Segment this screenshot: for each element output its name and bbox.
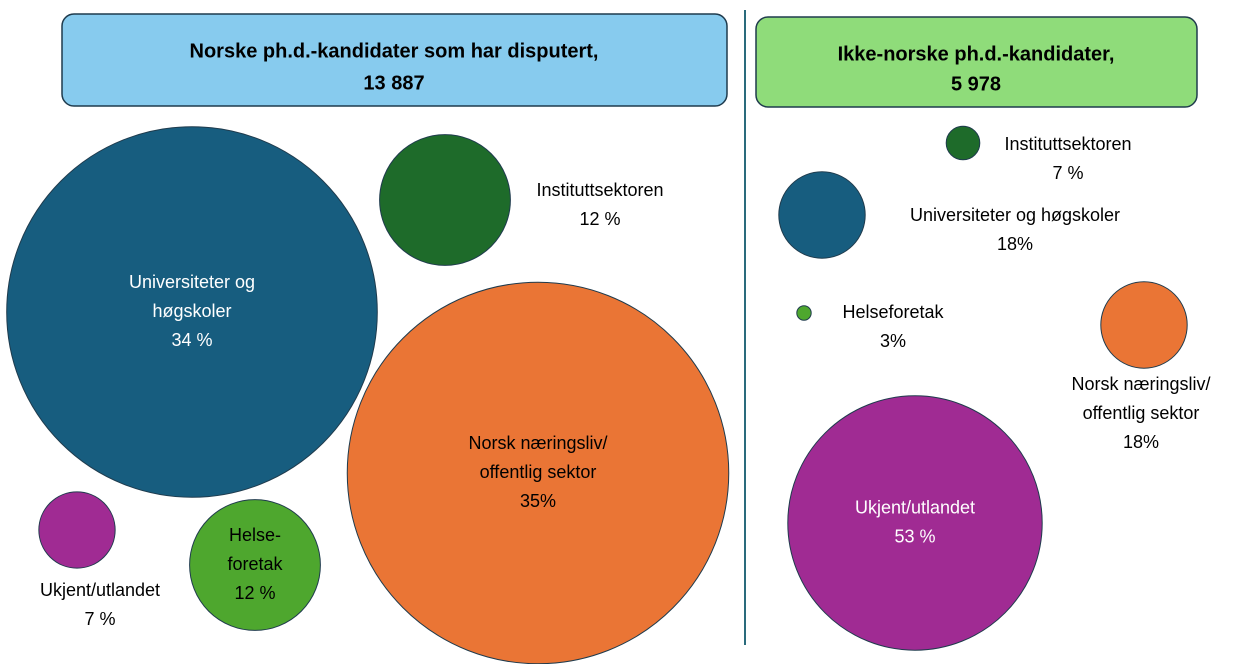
bubble: [189, 499, 321, 631]
bubble-label: foretak: [227, 554, 283, 574]
bubble: [796, 305, 812, 321]
chart-subtitle: 13 887: [363, 72, 424, 94]
title-box: [755, 16, 1198, 108]
value-label: 18%: [1123, 432, 1159, 452]
bubble: [778, 171, 866, 259]
bubble-label: høgskoler: [152, 301, 231, 321]
bubble: [379, 134, 511, 266]
bubble-label: Instituttsektoren: [536, 180, 663, 200]
bubble-label: Norsk næringsliv/: [1071, 374, 1210, 394]
value-label: 3%: [880, 331, 906, 351]
value-label: 12 %: [579, 209, 620, 229]
bubble-label: Helseforetak: [842, 302, 944, 322]
bubble-label: Universiteter og høgskoler: [910, 205, 1120, 225]
value-label: 12 %: [234, 583, 275, 603]
value-label: 53 %: [894, 526, 935, 546]
bubble-label: Ukjent/utlandet: [855, 497, 975, 517]
bubble: [38, 491, 116, 569]
chart-title: Ikke-norske ph.d.-kandidater,: [838, 43, 1115, 65]
bubble-label: Norsk næringsliv/: [468, 433, 607, 453]
bubble-label: Ukjent/utlandet: [40, 580, 160, 600]
bubble-label: offentlig sektor: [480, 462, 597, 482]
value-label: 35%: [520, 491, 556, 511]
chart-subtitle: 5 978: [951, 73, 1001, 95]
chart-title: Norske ph.d.-kandidater som har disputer…: [190, 40, 599, 62]
value-label: 7 %: [1052, 163, 1083, 183]
value-label: 34 %: [171, 330, 212, 350]
bubble-label: Helse-: [229, 525, 281, 545]
bubble-label: Universiteter og: [129, 272, 255, 292]
value-label: 18%: [997, 234, 1033, 254]
value-label: 7 %: [84, 609, 115, 629]
bubble-label: Instituttsektoren: [1004, 134, 1131, 154]
title-box: [61, 13, 728, 107]
bubble: [1100, 281, 1188, 369]
bubble: [945, 125, 981, 161]
bubble: [6, 126, 378, 498]
bubble-label: offentlig sektor: [1083, 403, 1200, 423]
bubble: [787, 395, 1043, 651]
